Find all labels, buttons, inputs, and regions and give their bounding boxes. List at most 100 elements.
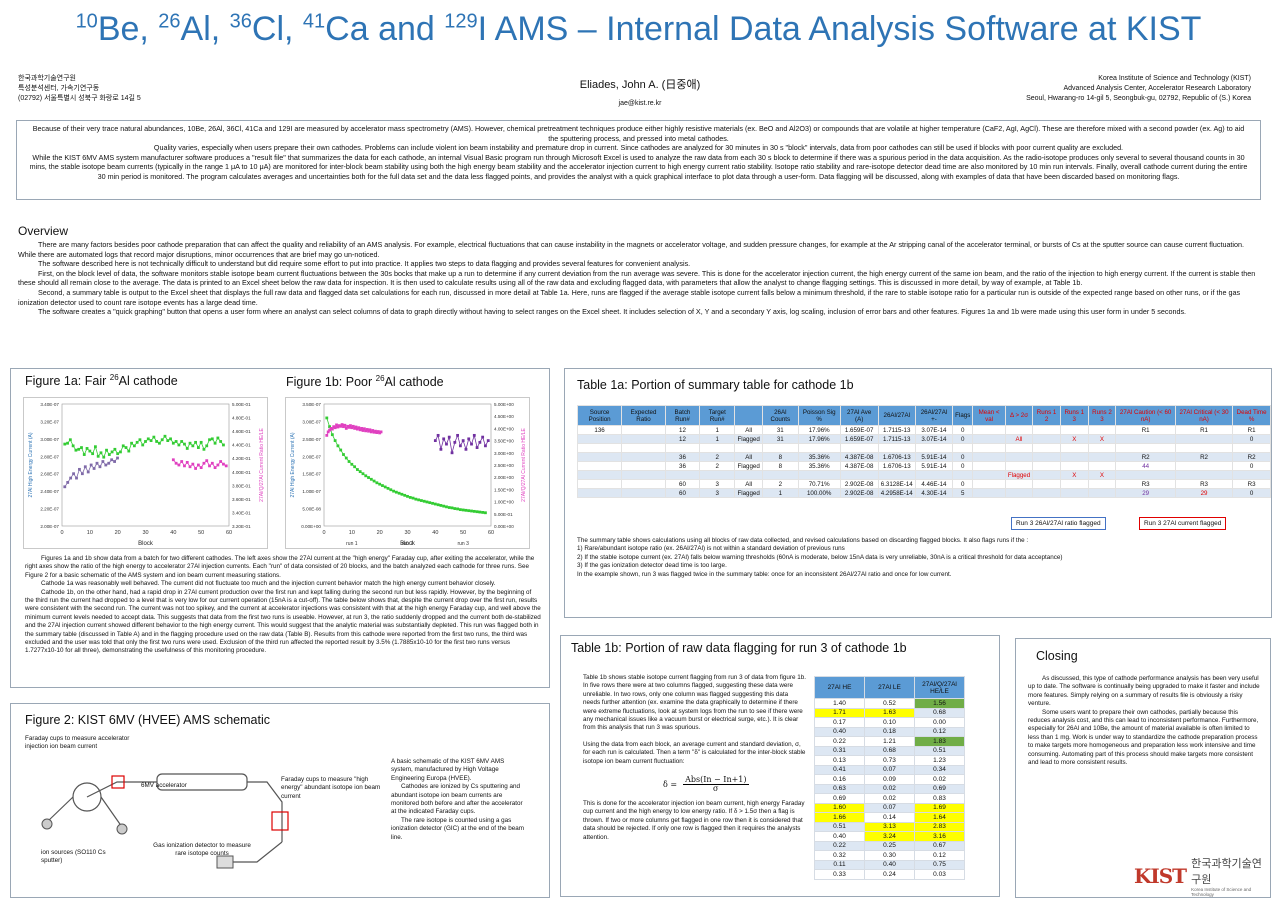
data-point xyxy=(481,511,485,514)
author-email[interactable]: jae@kist.re.kr xyxy=(618,100,662,107)
y-tick-label: 2.80E-07 xyxy=(40,454,59,459)
summary-col-header: 26Al/27Al +- xyxy=(914,405,954,426)
data-point xyxy=(333,426,337,430)
affiliation-korean: 한국과학기술연구원 특성분석센터, 가속기연구동 (02792) 서울특별시 성… xyxy=(18,75,141,102)
data-point xyxy=(478,510,482,514)
data-point xyxy=(381,484,384,487)
y2-tick-label: 4.00E+00 xyxy=(494,426,514,431)
data-point xyxy=(464,508,468,512)
table-cell xyxy=(839,470,879,480)
y-tick-label: 0.00E+00 xyxy=(301,524,321,529)
y-tick-label: 2.00E-07 xyxy=(40,524,59,529)
data-point xyxy=(357,426,361,430)
data-point xyxy=(481,435,485,439)
data-point xyxy=(439,447,443,451)
table-cell: 3.16 xyxy=(914,831,965,842)
y2-tick-label: 5.00E-01 xyxy=(232,402,251,407)
table-cell xyxy=(1032,452,1061,462)
data-point xyxy=(464,447,468,451)
summary-col-header: Δ > 2σ xyxy=(1004,405,1034,426)
data-point xyxy=(336,444,340,448)
closing-text: As discussed, this type of cathode perfo… xyxy=(1028,675,1260,767)
label-injection-cup: Faraday cups to measure accelerator inje… xyxy=(25,735,130,751)
table-cell: 60 xyxy=(664,488,701,498)
y-tick-label: 3.50E-07 xyxy=(302,402,321,407)
table-cell: 0.14 xyxy=(864,812,915,823)
table-cell: 0.51 xyxy=(814,821,865,832)
data-point xyxy=(356,468,359,471)
data-point xyxy=(63,442,67,446)
table-cell: X xyxy=(1059,470,1089,480)
title-part: 10Be, xyxy=(75,10,159,48)
data-point xyxy=(72,472,75,476)
y2-tick-label: 3.50E+00 xyxy=(494,439,514,444)
table-cell xyxy=(621,470,666,480)
data-point xyxy=(472,509,476,513)
data-point xyxy=(101,460,105,463)
summary-col-header: Expected Ratio xyxy=(621,405,666,426)
closing-heading: Closing xyxy=(1036,649,1078,663)
data-point xyxy=(210,461,214,465)
data-point xyxy=(158,441,161,445)
table-cell: 1.66 xyxy=(814,812,865,823)
data-point xyxy=(456,507,459,511)
table-cell: 0.11 xyxy=(814,859,865,870)
table-1a-notes: The summary table shows calculations usi… xyxy=(577,537,1063,578)
flag-ratio-callout: Run 3 26Al/27Al ratio flagged xyxy=(1011,517,1106,530)
table-cell: 0.12 xyxy=(914,850,965,861)
data-point xyxy=(96,454,100,458)
data-point xyxy=(174,440,178,443)
summary-col-header: Dead Time % xyxy=(1232,405,1271,426)
delta-formula: δ = Abs(In − In+1) σ xyxy=(663,775,749,794)
table-cell: Flagged xyxy=(734,488,763,498)
data-point xyxy=(375,481,379,485)
x-tick-label: 60 xyxy=(488,530,494,536)
table-cell xyxy=(576,452,623,462)
y-axis-label: 27Al High Energy Current (A) xyxy=(290,432,296,497)
table-cell xyxy=(1059,488,1089,498)
table-cell: 29 xyxy=(1174,488,1234,498)
table-cell: 5.91E-14 xyxy=(914,452,954,462)
y2-tick-label: 4.40E-01 xyxy=(232,443,251,448)
data-point xyxy=(362,427,366,431)
data-point xyxy=(99,451,103,455)
table-cell xyxy=(621,488,666,498)
summary-col-header: 27Al Caution (< 60 nA) xyxy=(1115,405,1176,426)
data-point xyxy=(358,470,362,474)
data-point xyxy=(194,467,197,470)
table-cell: Flagged xyxy=(734,461,763,471)
data-point xyxy=(144,440,147,443)
data-point xyxy=(339,424,343,428)
data-point xyxy=(484,511,487,515)
table-cell xyxy=(1059,443,1089,453)
kist-logo: KIST 한국과학기술연구원 Korea Institute of Scienc… xyxy=(1134,858,1262,897)
table-row: 0.22 1.21 1.83 xyxy=(814,736,965,747)
summary-col-header xyxy=(734,405,763,426)
data-point xyxy=(422,499,426,503)
table-row: 0.16 0.09 0.02 xyxy=(814,774,965,785)
table-cell: 0.40 xyxy=(814,726,865,737)
data-point xyxy=(406,494,409,498)
data-point xyxy=(364,474,368,478)
data-point xyxy=(353,465,357,469)
table-cell: 1.83 xyxy=(914,736,965,747)
table-cell: 0.73 xyxy=(864,755,915,766)
ams-schematic xyxy=(41,773,289,869)
data-point xyxy=(478,440,482,444)
y2-tick-label: 4.80E-01 xyxy=(232,416,251,421)
label-he-cup: Faraday cups to measure "high energy" ab… xyxy=(281,776,381,800)
summary-col-header: Flags xyxy=(952,405,974,426)
table-cell: 0.07 xyxy=(864,802,915,813)
data-point xyxy=(453,440,457,444)
data-point xyxy=(82,453,86,456)
table-cell: 0.18 xyxy=(864,726,915,737)
table-cell xyxy=(1059,479,1089,489)
table-cell: All xyxy=(734,425,763,435)
table-cell: 1.23 xyxy=(914,755,965,766)
summary-col-header: Source Position xyxy=(576,405,623,426)
table-cell xyxy=(1232,443,1271,453)
summary-col-header: Mean < val xyxy=(972,405,1006,426)
table-cell xyxy=(1059,425,1089,435)
y2-tick-label: 3.80E-01 xyxy=(232,483,251,488)
data-point xyxy=(83,465,87,469)
